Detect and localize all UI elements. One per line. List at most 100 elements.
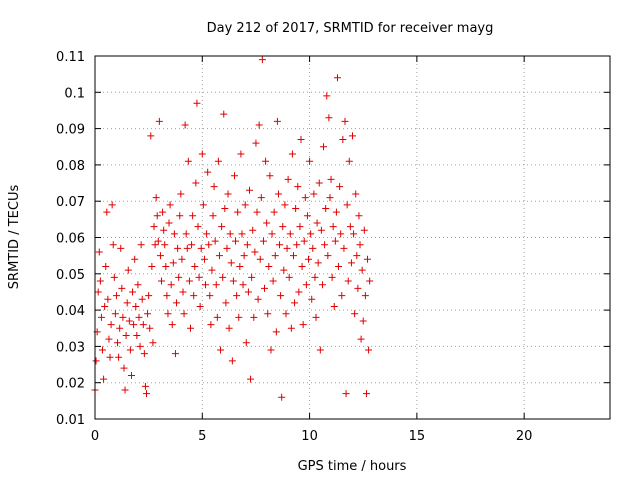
data-point (226, 230, 234, 238)
data-point (123, 299, 131, 307)
data-point (328, 273, 336, 281)
data-point (235, 313, 243, 321)
data-point (322, 204, 330, 212)
data-point (269, 277, 277, 285)
data-point (178, 255, 186, 263)
data-point (236, 263, 244, 271)
data-point (182, 230, 190, 238)
data-point (301, 194, 309, 202)
data-point (281, 201, 289, 209)
data-point (101, 302, 109, 310)
data-point (337, 230, 345, 238)
data-point (256, 255, 264, 263)
data-point (166, 201, 174, 209)
data-point (129, 288, 137, 296)
data-point (147, 132, 155, 140)
data-point (339, 135, 347, 143)
data-point (153, 212, 161, 220)
data-point (265, 263, 273, 271)
data-point (124, 266, 132, 274)
data-point (300, 237, 308, 245)
data-point (200, 255, 208, 263)
data-point (222, 299, 230, 307)
data-point (112, 292, 120, 300)
data-point (177, 190, 185, 198)
x-axis-label: GPS time / hours (298, 459, 407, 474)
data-point (139, 321, 147, 329)
data-point (212, 281, 220, 289)
data-point (314, 259, 322, 267)
data-point (207, 321, 215, 329)
data-point (268, 230, 276, 238)
y-tick-label: 0.03 (56, 340, 85, 355)
data-point (312, 313, 320, 321)
data-point (234, 208, 242, 216)
data-point (120, 364, 128, 372)
data-point (100, 375, 108, 383)
data-point (108, 201, 116, 209)
data-point (293, 241, 301, 249)
data-point (227, 259, 235, 267)
data-point (267, 346, 275, 354)
data-point (251, 248, 259, 256)
data-point (118, 284, 126, 292)
data-point (311, 273, 319, 281)
x-tick-label: 15 (409, 429, 426, 444)
marks-layer (91, 56, 374, 401)
data-point (184, 157, 192, 165)
data-point (215, 252, 223, 260)
data-point (353, 252, 361, 260)
data-point (143, 390, 150, 398)
data-point (105, 335, 113, 343)
data-point (145, 292, 153, 300)
data-point (357, 335, 365, 343)
data-point (176, 212, 184, 220)
data-point (169, 259, 177, 267)
data-point (361, 292, 369, 300)
data-point (190, 292, 198, 300)
data-point (206, 292, 214, 300)
data-point (130, 321, 138, 329)
data-point (164, 310, 172, 318)
data-point (238, 230, 246, 238)
data-point (277, 292, 285, 300)
data-point (174, 244, 182, 252)
data-point (104, 295, 112, 303)
data-point (119, 313, 127, 321)
data-point (221, 204, 229, 212)
data-point (273, 117, 281, 125)
data-point (341, 117, 349, 125)
data-point (359, 317, 367, 325)
data-point (135, 313, 143, 321)
data-point (294, 183, 302, 191)
data-point (242, 339, 250, 347)
data-point (355, 212, 363, 220)
data-point (288, 150, 296, 158)
data-point (219, 273, 227, 281)
data-point (122, 332, 130, 340)
data-point (362, 390, 370, 398)
data-point (146, 324, 154, 332)
y-axis-label: SRMTID / TECUs (7, 185, 22, 290)
data-point (274, 190, 282, 198)
data-point (340, 244, 348, 252)
data-point (276, 241, 284, 249)
data-point (203, 230, 211, 238)
data-point (306, 157, 314, 165)
data-point (255, 121, 263, 129)
data-point (295, 288, 303, 296)
data-point (197, 244, 205, 252)
data-point (127, 371, 135, 379)
chart-title: Day 212 of 2017, SRMTID for receiver may… (207, 21, 494, 36)
data-point (170, 230, 178, 238)
data-point (202, 281, 210, 289)
y-tick-label: 0.07 (56, 195, 85, 210)
data-point (250, 313, 258, 321)
data-point (338, 292, 346, 300)
data-point (141, 382, 149, 390)
data-point (99, 346, 107, 354)
data-point (326, 194, 334, 202)
data-point (140, 350, 148, 358)
data-point (347, 259, 355, 267)
data-point (309, 244, 317, 252)
